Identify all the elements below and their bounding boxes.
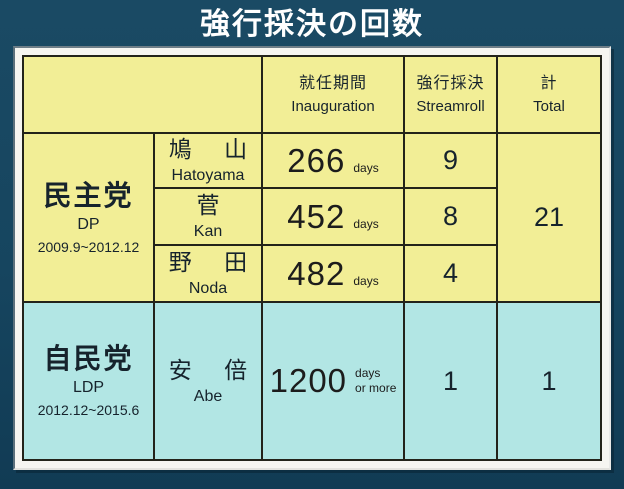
pm-cell-abe: 安 倍 Abe: [153, 301, 263, 461]
pm-name-hatoyama-jp: 鳩 山: [168, 136, 248, 162]
party-name-dp-en: DP: [77, 215, 100, 233]
streamroll-cell-noda: 4: [403, 244, 498, 303]
days-unit-abe: days or more: [355, 366, 396, 396]
header-streamroll-en: Streamroll: [416, 97, 485, 115]
days-cell-hatoyama: 266 days: [261, 132, 405, 189]
header-row: 就任期間 Inauguration 強行採決 Streamroll 計 Tota…: [22, 55, 602, 134]
header-streamroll: 強行採決 Streamroll: [403, 55, 498, 134]
pm-name-hatoyama-en: Hatoyama: [171, 167, 245, 184]
days-cell-noda: 482 days: [261, 244, 405, 303]
days-number-kan: 452: [287, 197, 346, 235]
header-inauguration: 就任期間 Inauguration: [261, 55, 405, 134]
pm-cell-kan: 菅 Kan: [153, 187, 263, 246]
pm-cell-noda: 野 田 Noda: [153, 244, 263, 303]
days-number-abe: 1200: [269, 362, 348, 399]
header-total-en: Total: [533, 97, 565, 115]
days-value-abe: 1200 days or more: [264, 362, 402, 400]
pm-name-kan-en: Kan: [193, 223, 223, 240]
days-unit-hatoyama: days: [353, 160, 379, 175]
party-name-ldp-en: LDP: [72, 379, 105, 396]
days-number-noda: 482: [287, 254, 346, 292]
days-unit-abe-line2: or more: [355, 381, 397, 395]
row-abe: 自民党 LDP 2012.12~2015.6 安 倍 Abe 1200 days…: [22, 301, 602, 461]
header-inauguration-jp: 就任期間: [298, 74, 367, 92]
header-streamroll-jp: 強行採決: [416, 74, 485, 92]
pm-name-noda-en: Noda: [188, 280, 228, 297]
days-unit-noda: days: [353, 273, 379, 288]
row-noda: 野 田 Noda 482 days 4: [23, 244, 601, 303]
days-number-hatoyama: 266: [287, 141, 346, 179]
days-cell-abe: 1200 days or more: [261, 301, 405, 461]
streamroll-cell-kan: 8: [403, 187, 498, 246]
header-total-jp: 計: [540, 74, 558, 92]
party-name-dp-jp: 民主党: [43, 179, 134, 211]
row-kan: 菅 Kan 452 days 8: [23, 187, 601, 246]
party-period-dp: 2009.9~2012.12: [37, 238, 140, 255]
streamroll-table: 就任期間 Inauguration 強行採決 Streamroll 計 Tota…: [22, 55, 602, 461]
pm-name-abe-jp: 安 倍: [168, 356, 248, 383]
header-empty-cell: [22, 55, 263, 134]
row-hatoyama: 民主党 DP 2009.9~2012.12 鳩 山 Hatoyama 266 d…: [22, 132, 602, 303]
total-cell-dp: 21: [496, 132, 602, 303]
pm-cell-hatoyama: 鳩 山 Hatoyama: [153, 132, 263, 189]
page-title: 強行採決の回数: [200, 8, 424, 41]
pm-name-noda-jp: 野 田: [168, 249, 248, 275]
pm-name-kan-jp: 菅: [196, 192, 220, 218]
days-cell-kan: 452 days: [261, 187, 405, 246]
header-total: 計 Total: [496, 55, 602, 134]
header-inauguration-en: Inauguration: [291, 97, 375, 115]
days-value-kan: 452 days: [264, 197, 402, 236]
party-cell-dp: 民主党 DP 2009.9~2012.12: [22, 132, 155, 303]
days-value-noda: 482 days: [264, 254, 402, 293]
pm-name-abe-en: Abe: [193, 387, 223, 405]
party-cell-ldp: 自民党 LDP 2012.12~2015.6: [22, 301, 155, 461]
total-cell-ldp: 1: [496, 301, 602, 461]
table-frame: 就任期間 Inauguration 強行採決 Streamroll 計 Tota…: [13, 46, 611, 470]
streamroll-cell-abe: 1: [403, 301, 498, 461]
days-unit-kan: days: [353, 216, 379, 231]
days-value-hatoyama: 266 days: [264, 141, 402, 180]
streamroll-cell-hatoyama: 9: [403, 132, 498, 189]
party-name-ldp-jp: 自民党: [43, 343, 134, 374]
party-period-ldp: 2012.12~2015.6: [37, 402, 140, 418]
days-unit-abe-line1: days: [355, 366, 381, 380]
